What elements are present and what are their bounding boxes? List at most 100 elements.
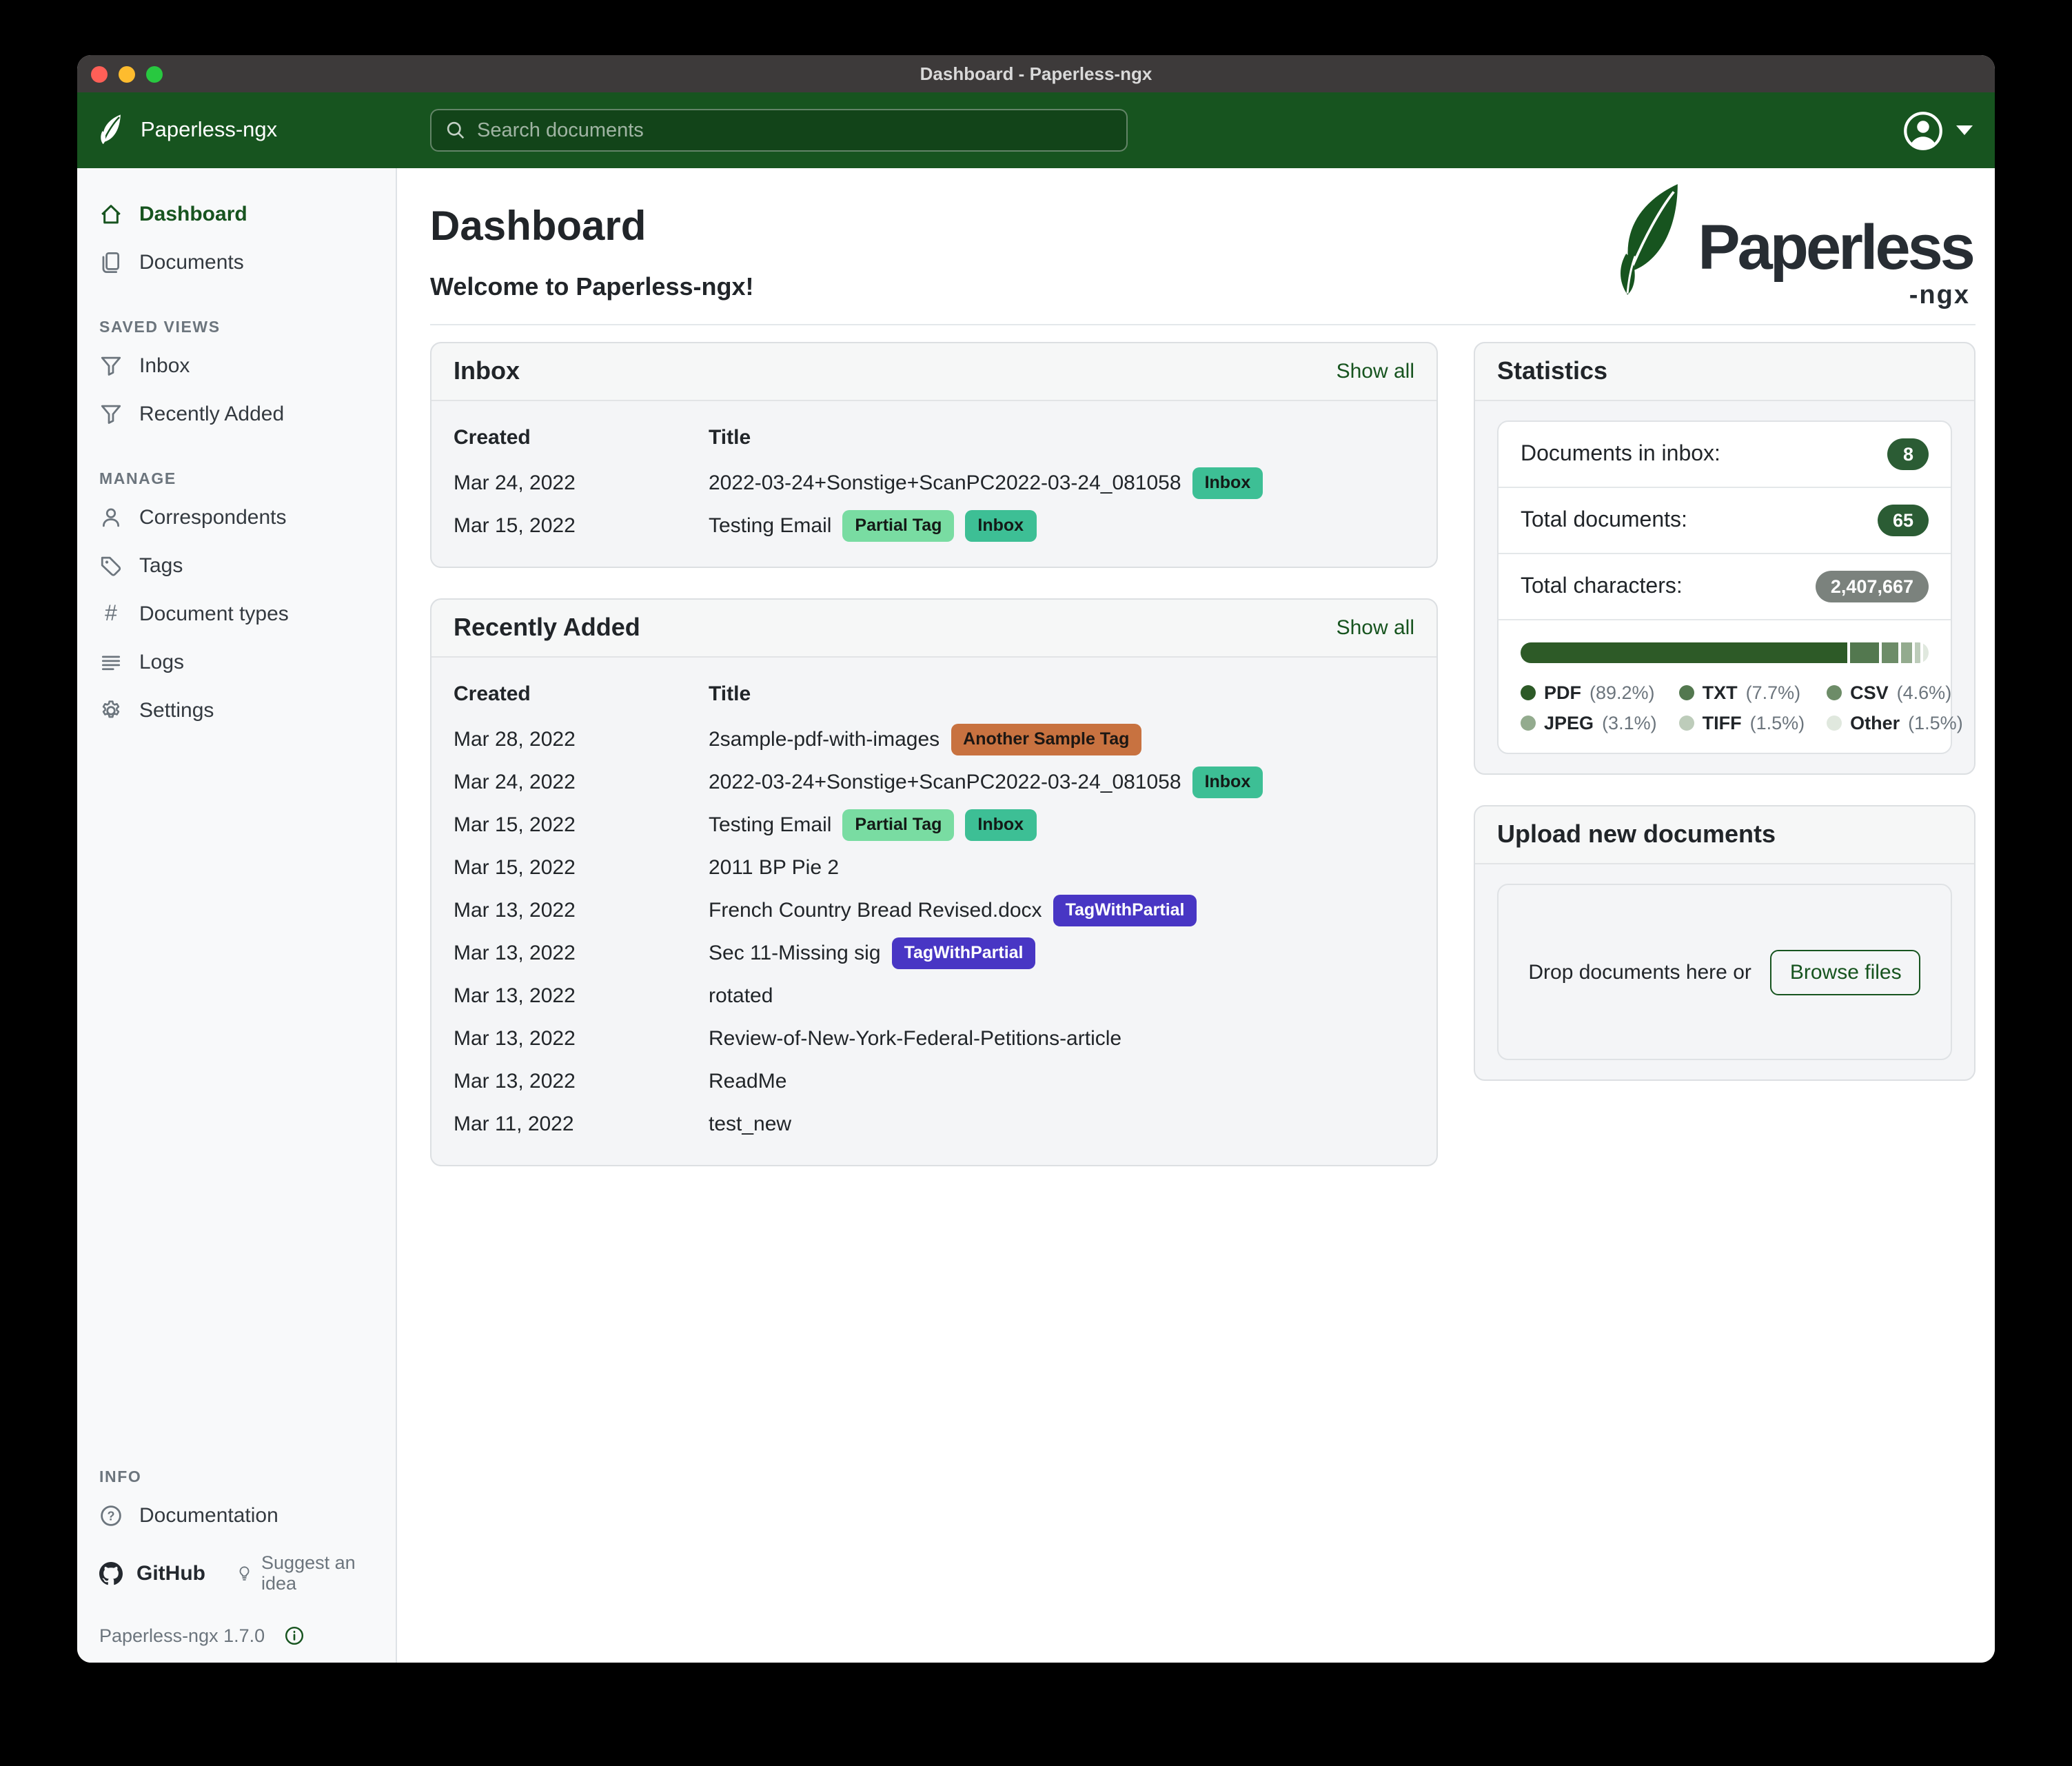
info-circle-icon[interactable] — [284, 1625, 305, 1646]
document-title: ReadMe — [709, 1070, 787, 1093]
created-date: Mar 13, 2022 — [454, 942, 576, 965]
app-window: Dashboard - Paperless-ngx Paperless-ngx — [77, 55, 1995, 1663]
sidebar-section-manage: MANAGE — [99, 471, 176, 488]
upload-card: Upload new documents Drop documents here… — [1474, 805, 1975, 1081]
sidebar-item-correspondents[interactable]: Correspondents — [77, 494, 396, 542]
window-title: Dashboard - Paperless-ngx — [920, 63, 1152, 84]
legend-label: CSV — [1850, 682, 1889, 703]
paperless-leaf-icon — [101, 114, 121, 144]
user-menu-button[interactable] — [1902, 110, 1944, 151]
legend-percent: (4.6%) — [1896, 682, 1952, 703]
sidebar-item-documentation[interactable]: ? Documentation — [77, 1492, 396, 1540]
tag-inbox[interactable]: Inbox — [965, 809, 1037, 841]
document-row[interactable]: Mar 13, 2022 ReadMe — [454, 1060, 1414, 1103]
stat-row: Documents in inbox: 8 — [1499, 422, 1951, 487]
person-icon — [99, 506, 123, 529]
tag-tagwithpartial[interactable]: TagWithPartial — [891, 937, 1036, 969]
sidebar-item-suggest-idea[interactable]: Suggest an idea — [236, 1552, 374, 1594]
tag-inbox[interactable]: Inbox — [1192, 467, 1263, 499]
document-title: 2011 BP Pie 2 — [709, 856, 840, 880]
traffic-lights — [91, 65, 163, 82]
document-row[interactable]: Mar 24, 2022 2022-03-24+Sonstige+ScanPC20… — [454, 761, 1414, 804]
stat-row: Total documents: 65 — [1499, 487, 1951, 553]
column-title: Title — [709, 682, 751, 706]
recent-show-all-link[interactable]: Show all — [1336, 616, 1414, 640]
chevron-down-icon[interactable] — [1956, 125, 1973, 135]
column-created: Created — [454, 682, 531, 706]
sidebar-item-tags[interactable]: Tags — [77, 542, 396, 590]
sidebar-item-recently-added[interactable]: Recently Added — [77, 390, 396, 438]
tag-partial-tag[interactable]: Partial Tag — [842, 809, 955, 841]
file-type-chart: PDF (89.2%) TXT (7.7%) CSV (4.6%) JPEG (3.1%) TI… — [1499, 619, 1963, 753]
close-button[interactable] — [91, 65, 108, 82]
filter-icon — [99, 403, 123, 426]
document-title: Review-of-New-York-Federal-Petitions-art… — [709, 1027, 1122, 1051]
sidebar-item-settings[interactable]: Settings — [77, 687, 396, 735]
document-row[interactable]: Mar 15, 2022 2011 BP Pie 2 — [454, 846, 1414, 889]
home-icon — [99, 203, 123, 226]
tag-icon — [99, 554, 123, 578]
browse-files-button[interactable]: Browse files — [1770, 949, 1921, 995]
created-date: Mar 15, 2022 — [454, 514, 576, 538]
sidebar-item-label: GitHub — [136, 1561, 205, 1585]
legend-label: TIFF — [1702, 713, 1742, 733]
welcome-message: Welcome to Paperless-ngx! — [430, 273, 754, 301]
document-row[interactable]: Mar 11, 2022 test_new — [454, 1103, 1414, 1146]
document-row[interactable]: Mar 13, 2022 rotated — [454, 975, 1414, 1017]
tag-tagwithpartial[interactable]: TagWithPartial — [1053, 895, 1197, 926]
document-row[interactable]: Mar 15, 2022 Testing Email Partial Tag Inbo… — [454, 804, 1414, 846]
tag-partial-tag[interactable]: Partial Tag — [842, 510, 955, 542]
sidebar-item-label: Dashboard — [139, 203, 247, 226]
sidebar-item-logs[interactable]: Logs — [77, 638, 396, 687]
search-input[interactable] — [477, 119, 1113, 141]
bar-segment-other — [1923, 642, 1929, 663]
tag-another-sample-tag[interactable]: Another Sample Tag — [951, 724, 1142, 755]
legend-label: PDF — [1544, 682, 1581, 703]
document-row[interactable]: Mar 24, 2022 2022-03-24+Sonstige+ScanPC20… — [454, 462, 1414, 505]
file-type-legend: PDF (89.2%) TXT (7.7%) CSV (4.6%) JPEG (3.1%) TI… — [1521, 682, 1963, 733]
legend-percent: (1.5%) — [1908, 713, 1963, 733]
document-title: French Country Bread Revised.docx TagWith… — [709, 895, 1414, 926]
created-date: Mar 13, 2022 — [454, 1070, 576, 1093]
sidebar-item-documents[interactable]: Documents — [77, 238, 396, 287]
zoom-button[interactable] — [146, 65, 163, 82]
inbox-show-all-link[interactable]: Show all — [1336, 360, 1414, 383]
sidebar-item-document-types[interactable]: # Document types — [77, 590, 396, 638]
bar-segment-txt — [1850, 642, 1879, 663]
table-header: Created Title — [454, 418, 1414, 462]
svg-text:?: ? — [107, 1509, 114, 1523]
card-title: Recently Added — [454, 613, 640, 641]
stat-label: Total documents: — [1521, 508, 1687, 531]
document-row[interactable]: Mar 13, 2022 Review-of-New-York-Federal-P… — [454, 1017, 1414, 1060]
tag-inbox[interactable]: Inbox — [965, 510, 1037, 542]
legend-percent: (7.7%) — [1745, 682, 1801, 703]
minimize-button[interactable] — [119, 65, 135, 82]
created-date: Mar 24, 2022 — [454, 771, 576, 794]
legend-label: TXT — [1702, 682, 1738, 703]
document-row[interactable]: Mar 13, 2022 French Country Bread Revised… — [454, 889, 1414, 932]
sidebar-item-inbox[interactable]: Inbox — [77, 342, 396, 390]
search-box — [430, 109, 1128, 152]
document-row[interactable]: Mar 28, 2022 2sample-pdf-with-images Anoth… — [454, 718, 1414, 761]
filter-icon — [99, 354, 123, 378]
paperless-logo: Paperless -ngx — [1618, 179, 1975, 312]
sidebar-item-label: Document types — [139, 602, 289, 626]
table-header: Created Title — [454, 674, 1414, 718]
upload-dropzone[interactable]: Drop documents here or Browse files — [1497, 884, 1952, 1060]
document-title: Sec 11-Missing sig TagWithPartial — [709, 937, 1414, 969]
inbox-card: Inbox Show all Created Title Mar 24, 202… — [430, 342, 1438, 568]
brand[interactable]: Paperless-ngx — [99, 112, 414, 148]
sidebar-item-label: Suggest an idea — [261, 1552, 356, 1594]
tag-inbox[interactable]: Inbox — [1192, 767, 1263, 798]
document-title: rotated — [709, 984, 773, 1008]
lines-icon — [99, 651, 123, 674]
document-row[interactable]: Mar 13, 2022 Sec 11-Missing sig TagWithPar… — [454, 932, 1414, 975]
sidebar-item-github[interactable]: GitHub — [99, 1561, 205, 1585]
sidebar-item-dashboard[interactable]: Dashboard — [77, 190, 396, 238]
legend-item-pdf: PDF (89.2%) — [1521, 682, 1657, 703]
legend-item-tiff: TIFF (1.5%) — [1678, 713, 1805, 733]
stat-value-badge: 2,407,667 — [1815, 571, 1929, 602]
document-row[interactable]: Mar 15, 2022 Testing Email Partial Tag Inbo… — [454, 505, 1414, 547]
hash-icon: # — [105, 602, 117, 626]
legend-percent: (3.1%) — [1602, 713, 1657, 733]
